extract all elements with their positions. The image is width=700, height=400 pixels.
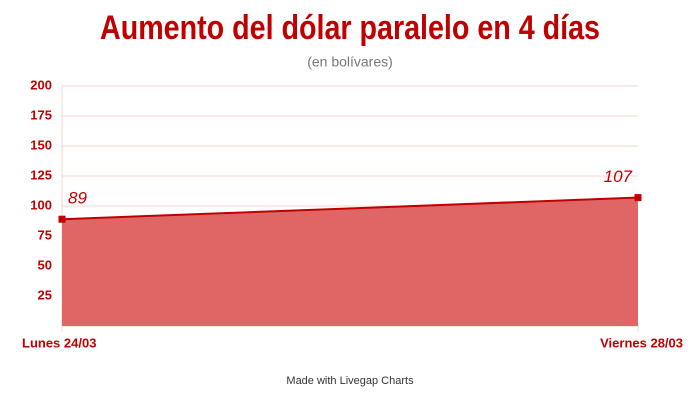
- y-tick-label: 200: [30, 77, 52, 92]
- y-tick-label: 150: [30, 137, 52, 152]
- y-tick-label: 175: [30, 107, 52, 122]
- y-tick-label: 75: [38, 227, 52, 242]
- point: [634, 194, 642, 202]
- x-tick-label: Viernes 28/03: [600, 335, 683, 350]
- y-tick-label: 25: [38, 287, 52, 302]
- x-tick-label: Lunes 24/03: [22, 335, 96, 350]
- y-tick-label: 100: [30, 197, 52, 212]
- data-label: 107: [604, 167, 633, 186]
- y-tick-label: 125: [30, 167, 52, 182]
- credit: Made with Livegap Charts: [286, 375, 414, 387]
- area: [62, 197, 638, 326]
- point: [58, 215, 66, 223]
- line: [61, 196, 639, 221]
- chart-subtitle: (en bolívares): [307, 54, 393, 70]
- y-tick-label: 50: [38, 257, 52, 272]
- chart-title: Aumento del dólar paralelo en 4 días: [100, 9, 600, 47]
- data-label: 89: [68, 189, 87, 208]
